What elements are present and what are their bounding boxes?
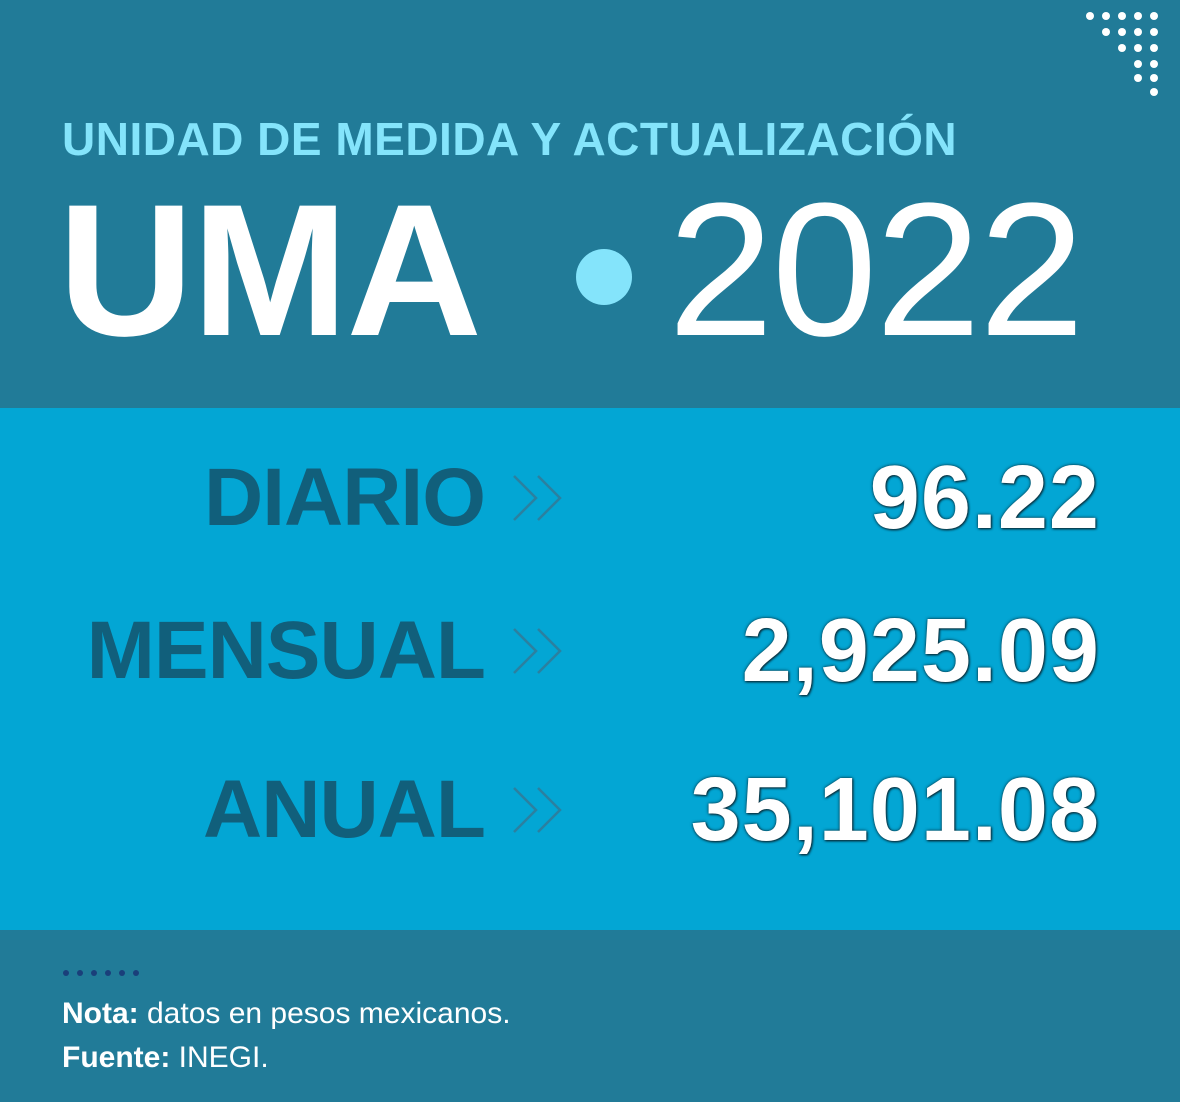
dots-icon	[63, 970, 139, 976]
row-label: ANUAL	[203, 764, 486, 855]
circle-dot-icon	[576, 249, 632, 305]
double-chevron-right-icon	[513, 628, 562, 674]
title-row: UMA 2022	[58, 164, 1138, 376]
row-mensual: MENSUAL 2,925.09	[0, 591, 1180, 711]
row-diario: DIARIO 96.22	[0, 438, 1180, 558]
double-chevron-right-icon	[513, 787, 562, 833]
footnote-text: datos en pesos mexicanos.	[138, 997, 511, 1030]
footnote: Nota: datos en pesos mexicanos.	[62, 996, 511, 1032]
dot-grid-icon	[1086, 12, 1158, 96]
subtitle: UNIDAD DE MEDIDA Y ACTUALIZACIÓN	[62, 113, 958, 165]
source-label: Fuente:	[62, 1041, 171, 1074]
row-anual: ANUAL 35,101.08	[0, 750, 1180, 870]
row-value: 96.22	[869, 448, 1100, 548]
row-label: DIARIO	[204, 452, 486, 543]
double-chevron-right-icon	[513, 475, 562, 521]
title-year: 2022	[668, 164, 1085, 376]
values-band: DIARIO 96.22 MENSUAL 2,925.09 ANUAL 35,1…	[0, 408, 1180, 930]
row-value: 35,101.08	[690, 760, 1100, 860]
source-text: INEGI.	[170, 1041, 269, 1074]
row-label: MENSUAL	[86, 605, 486, 696]
footnote-label: Nota:	[62, 997, 139, 1030]
title: UMA	[58, 165, 482, 375]
row-value: 2,925.09	[741, 601, 1100, 701]
source: Fuente: INEGI.	[62, 1040, 269, 1076]
